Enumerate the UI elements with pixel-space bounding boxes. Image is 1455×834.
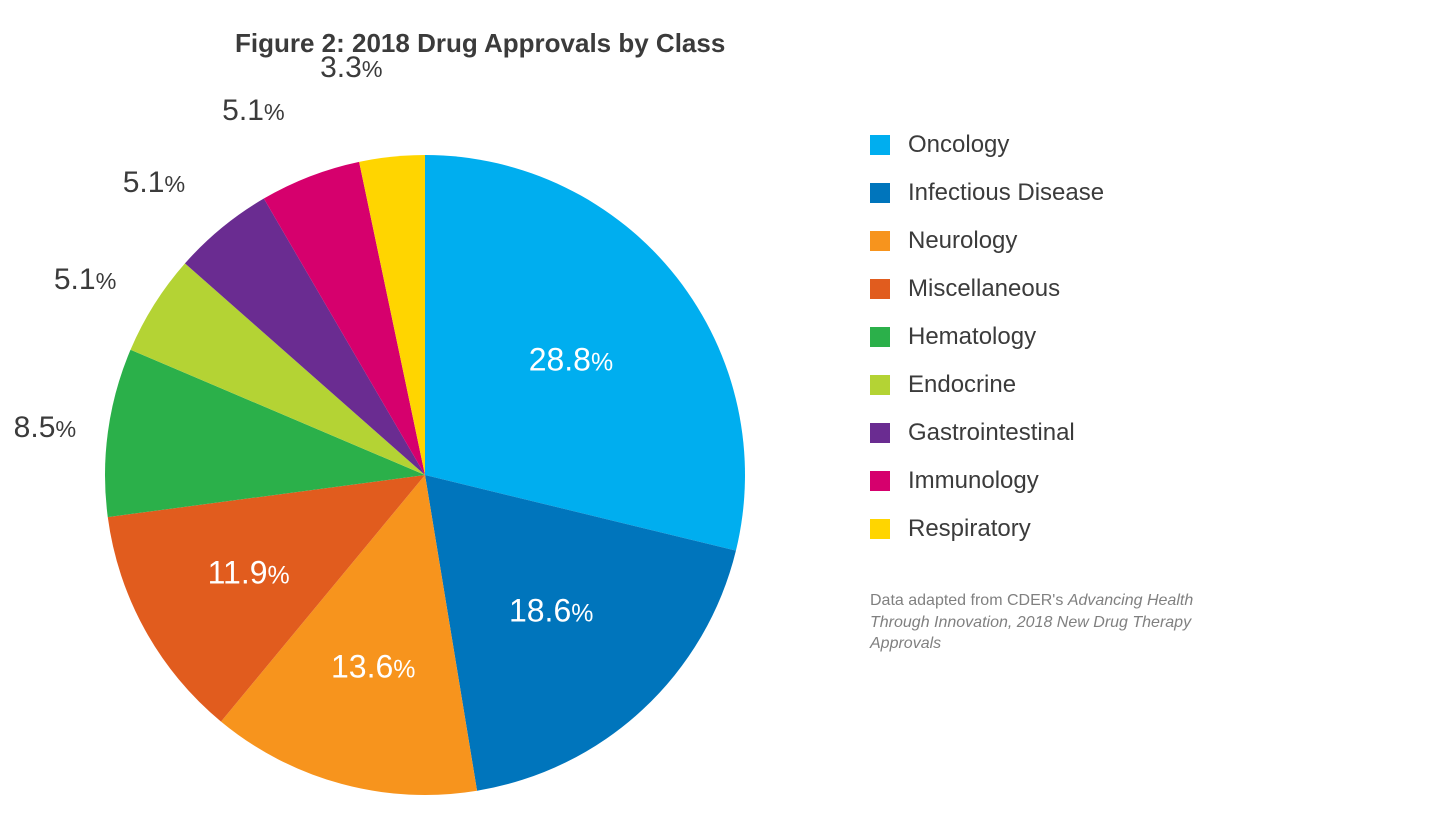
pie-slice-label: 5.1%	[54, 263, 117, 297]
legend-item: Gastrointestinal	[870, 423, 1104, 443]
legend-label: Respiratory	[908, 515, 1031, 543]
legend-item: Respiratory	[870, 519, 1104, 539]
pie-svg	[0, 0, 1455, 834]
pie-slice-label: 5.1%	[123, 166, 186, 200]
pie-slice-label: 11.9%	[208, 554, 290, 591]
legend-swatch	[870, 183, 890, 203]
legend-item: Hematology	[870, 327, 1104, 347]
legend-swatch	[870, 279, 890, 299]
legend-label: Endocrine	[908, 371, 1016, 399]
legend-label: Oncology	[908, 131, 1009, 159]
pie-slice-label: 18.6%	[509, 593, 593, 630]
legend-label: Immunology	[908, 467, 1039, 495]
legend-swatch	[870, 327, 890, 347]
legend-swatch	[870, 519, 890, 539]
legend-label: Miscellaneous	[908, 275, 1060, 303]
legend-item: Infectious Disease	[870, 183, 1104, 203]
pie-chart: 28.8% 18.6% 13.6% 11.9% 8.5% 5.1% 5.1% 5.1% 3.3%	[0, 0, 1455, 834]
legend-item: Oncology	[870, 135, 1104, 155]
legend-label: Hematology	[908, 323, 1036, 351]
legend-item: Miscellaneous	[870, 279, 1104, 299]
legend-swatch	[870, 423, 890, 443]
legend-swatch	[870, 375, 890, 395]
pie-slice-label: 28.8%	[529, 342, 613, 379]
legend: Oncology Infectious Disease Neurology Misce…	[870, 135, 1104, 539]
legend-item: Endocrine	[870, 375, 1104, 395]
pie-slice-label: 5.1%	[222, 94, 285, 128]
legend-swatch	[870, 135, 890, 155]
legend-swatch	[870, 231, 890, 251]
pie-slice-label: 8.5%	[14, 411, 77, 445]
legend-label: Neurology	[908, 227, 1017, 255]
legend-swatch	[870, 471, 890, 491]
figure-wrap: Figure 2: 2018 Drug Approvals by Class 2…	[0, 0, 1455, 834]
source-prefix: Data adapted from CDER's	[870, 592, 1068, 609]
legend-item: Neurology	[870, 231, 1104, 251]
pie-slice-label: 3.3%	[320, 51, 383, 85]
source-note: Data adapted from CDER's Advancing Healt…	[870, 590, 1240, 655]
legend-item: Immunology	[870, 471, 1104, 491]
legend-label: Gastrointestinal	[908, 419, 1075, 447]
pie-slice-label: 13.6%	[331, 648, 415, 685]
legend-label: Infectious Disease	[908, 179, 1104, 207]
